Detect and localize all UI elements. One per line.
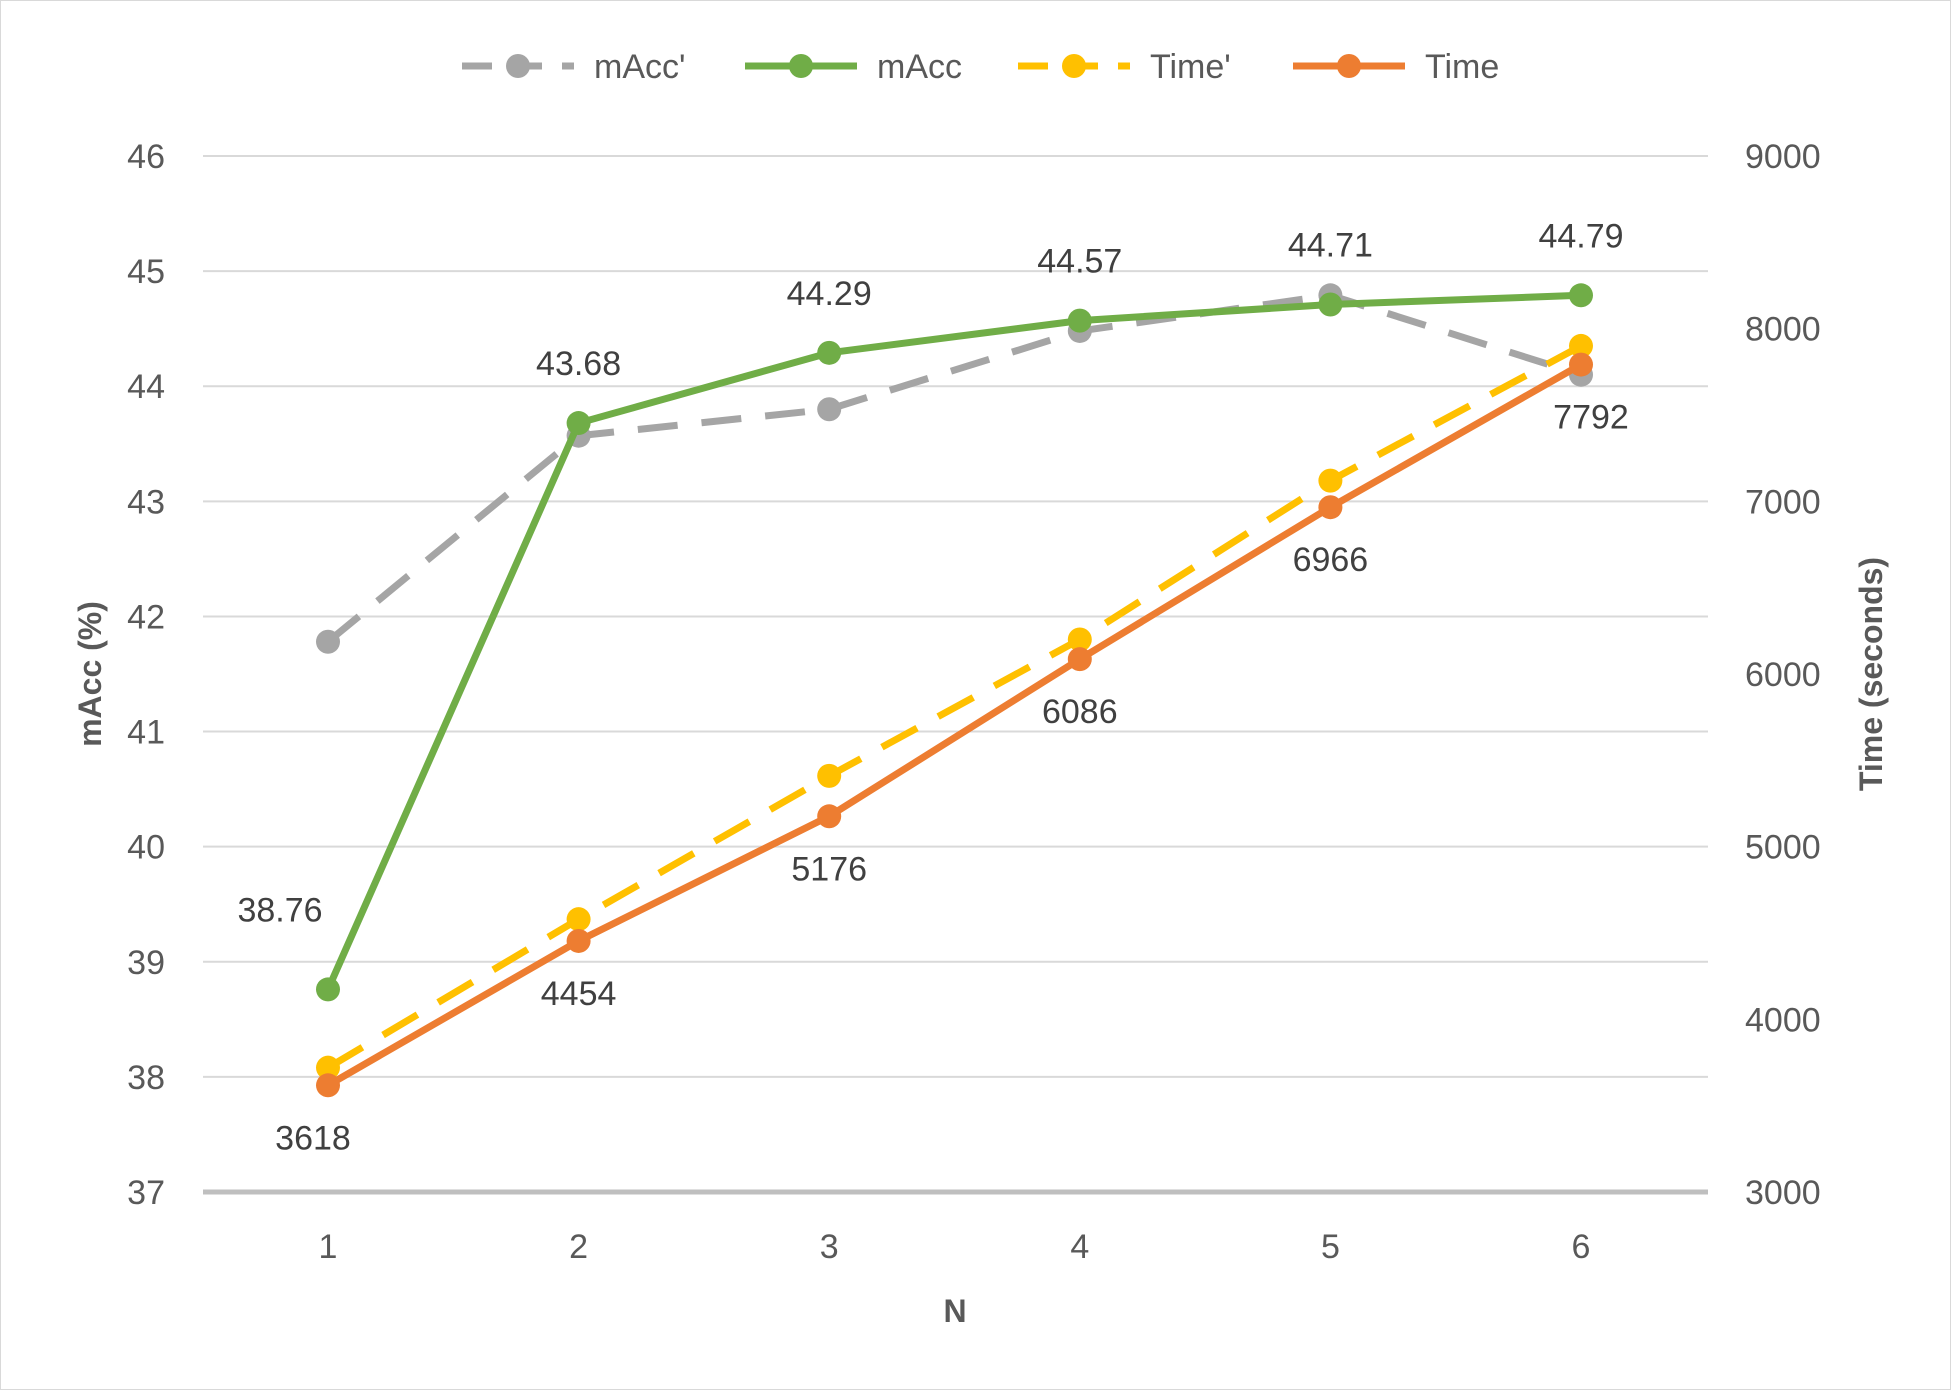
right-y-tick-label: 7000	[1745, 483, 1821, 521]
data-point	[1067, 308, 1092, 333]
data-label: 44.57	[1037, 243, 1122, 281]
legend: mAcc' mAcc Time' Time	[462, 48, 1499, 86]
x-tick-label: 1	[319, 1228, 338, 1266]
data-point	[566, 907, 591, 932]
left-y-tick-label: 44	[127, 368, 165, 406]
legend-label: mAcc'	[594, 48, 686, 86]
left-y-tick-label: 38	[127, 1059, 165, 1097]
data-point	[316, 1073, 340, 1098]
data-label: 44.71	[1288, 226, 1373, 264]
x-tick-label: 2	[569, 1228, 588, 1266]
left-y-tick-label: 42	[127, 598, 165, 636]
data-labels: 38.76 43.68 44.29 44.57 44.71 44.79 3618 4454 51…	[237, 217, 1628, 1157]
data-point	[1318, 468, 1343, 493]
data-point	[817, 340, 842, 365]
left-y-tick-label: 46	[127, 138, 165, 176]
right-y-tick-label: 6000	[1745, 656, 1821, 694]
legend-label: Time'	[1150, 48, 1231, 86]
gridlines	[203, 155, 1708, 1195]
legend-item-macc-prime: mAcc'	[462, 48, 686, 86]
legend-swatch-marker	[506, 54, 530, 78]
data-point	[566, 411, 591, 436]
data-label: 44.79	[1538, 217, 1623, 255]
data-point	[1067, 647, 1092, 672]
data-label: 5176	[791, 850, 867, 888]
data-label: 38.76	[237, 891, 322, 929]
legend-item-time-prime: Time'	[1018, 48, 1231, 86]
data-point	[316, 1055, 340, 1080]
right-y-axis-title: Time (seconds)	[1853, 557, 1889, 791]
series-time-prime	[316, 333, 1593, 1080]
data-label: 43.68	[536, 345, 621, 383]
x-tick-label: 5	[1321, 1228, 1340, 1266]
data-label: 44.29	[787, 275, 872, 313]
legend-swatch-marker	[1337, 54, 1361, 78]
legend-label: Time	[1425, 48, 1499, 86]
data-point	[817, 804, 842, 829]
legend-swatch-marker	[1062, 54, 1086, 78]
legend-swatch-marker	[789, 54, 813, 78]
right-y-tick-label: 4000	[1745, 1001, 1821, 1039]
data-label: 7792	[1553, 399, 1629, 437]
series-macc	[316, 283, 1593, 1002]
data-label: 3618	[275, 1119, 351, 1157]
series-layer	[316, 283, 1593, 1098]
left-y-axis-title: mAcc (%)	[72, 601, 108, 747]
data-point	[1569, 333, 1593, 358]
series-line	[324, 361, 1585, 1089]
data-point	[1318, 292, 1343, 317]
x-axis-ticks: 1 2 3 4 5 6	[319, 1228, 1591, 1266]
right-y-tick-label: 8000	[1745, 311, 1821, 349]
data-point	[817, 397, 842, 422]
series-time	[316, 352, 1593, 1098]
legend-label: mAcc	[877, 48, 962, 86]
legend-item-macc: mAcc	[745, 48, 962, 86]
data-label: 6966	[1293, 541, 1369, 579]
x-tick-label: 3	[820, 1228, 839, 1266]
data-label: 6086	[1042, 693, 1118, 731]
x-tick-label: 6	[1572, 1228, 1591, 1266]
data-point	[1569, 283, 1593, 308]
left-y-tick-label: 43	[127, 483, 165, 521]
left-y-tick-label: 41	[127, 714, 165, 752]
right-y-tick-label: 3000	[1745, 1174, 1821, 1212]
data-point	[316, 977, 340, 1002]
left-y-tick-label: 37	[127, 1174, 165, 1212]
data-point	[1067, 627, 1092, 652]
data-point	[316, 629, 340, 654]
left-y-tick-label: 40	[127, 829, 165, 867]
data-point	[1569, 352, 1593, 377]
right-y-axis-ticks: 3000 4000 5000 6000 7000 8000 9000	[1745, 138, 1821, 1212]
legend-item-time: Time	[1293, 48, 1499, 86]
series-line	[326, 342, 1583, 1071]
data-point	[1318, 495, 1343, 520]
x-tick-label: 4	[1070, 1228, 1089, 1266]
data-label: 4454	[541, 975, 617, 1013]
data-point	[566, 928, 591, 953]
series-line	[325, 291, 1583, 645]
data-point	[817, 763, 842, 788]
series-line	[324, 291, 1585, 993]
left-y-axis-ticks: 37 38 39 40 41 42 43 44 45 46	[127, 138, 165, 1212]
right-y-tick-label: 9000	[1745, 138, 1821, 176]
left-y-tick-label: 45	[127, 253, 165, 291]
x-axis-title: N	[943, 1293, 966, 1329]
right-y-tick-label: 5000	[1745, 829, 1821, 867]
left-y-tick-label: 39	[127, 944, 165, 982]
